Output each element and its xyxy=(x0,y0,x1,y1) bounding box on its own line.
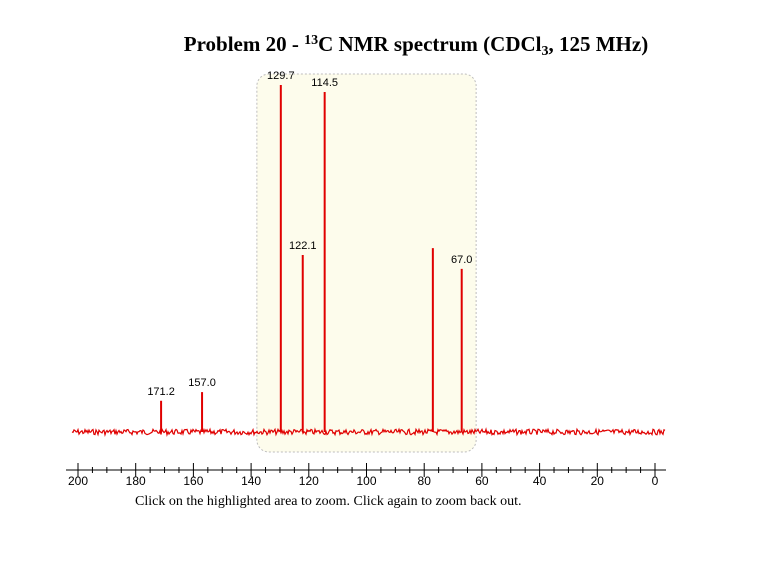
x-tick-label: 180 xyxy=(126,474,146,488)
peak-label: 67.0 xyxy=(451,254,472,266)
x-tick-label: 200 xyxy=(68,474,88,488)
peak-label: 157.0 xyxy=(188,377,216,389)
zoom-instructions: Click on the highlighted area to zoom. C… xyxy=(135,494,522,509)
title-prefix: Problem 20 - xyxy=(183,32,305,56)
x-tick-label: 120 xyxy=(299,474,319,488)
peak-label: 129.7 xyxy=(267,70,295,82)
zoom-region[interactable] xyxy=(256,73,477,453)
spectrum-baseline xyxy=(71,427,666,437)
x-tick-label: 80 xyxy=(418,474,432,488)
title-subscript: 3 xyxy=(541,44,549,59)
title-suffix: , 125 MHz) xyxy=(548,32,649,56)
x-tick-label: 0 xyxy=(652,474,659,488)
title-nucleus: C NMR spectrum (CDCl xyxy=(318,32,542,56)
x-tick-label: 160 xyxy=(183,474,203,488)
peak-label: 122.1 xyxy=(289,240,317,252)
x-tick-label: 20 xyxy=(591,474,605,488)
x-tick-label: 40 xyxy=(533,474,547,488)
x-tick-label: 100 xyxy=(356,474,376,488)
x-tick-label: 60 xyxy=(475,474,489,488)
page-title: Problem 20 - 13C NMR spectrum (CDCl3, 12… xyxy=(0,32,784,60)
x-tick-label: 140 xyxy=(241,474,261,488)
peak-label: 114.5 xyxy=(311,77,338,89)
title-isotope: 13 xyxy=(304,33,319,48)
peak-label: 171.2 xyxy=(147,386,175,398)
